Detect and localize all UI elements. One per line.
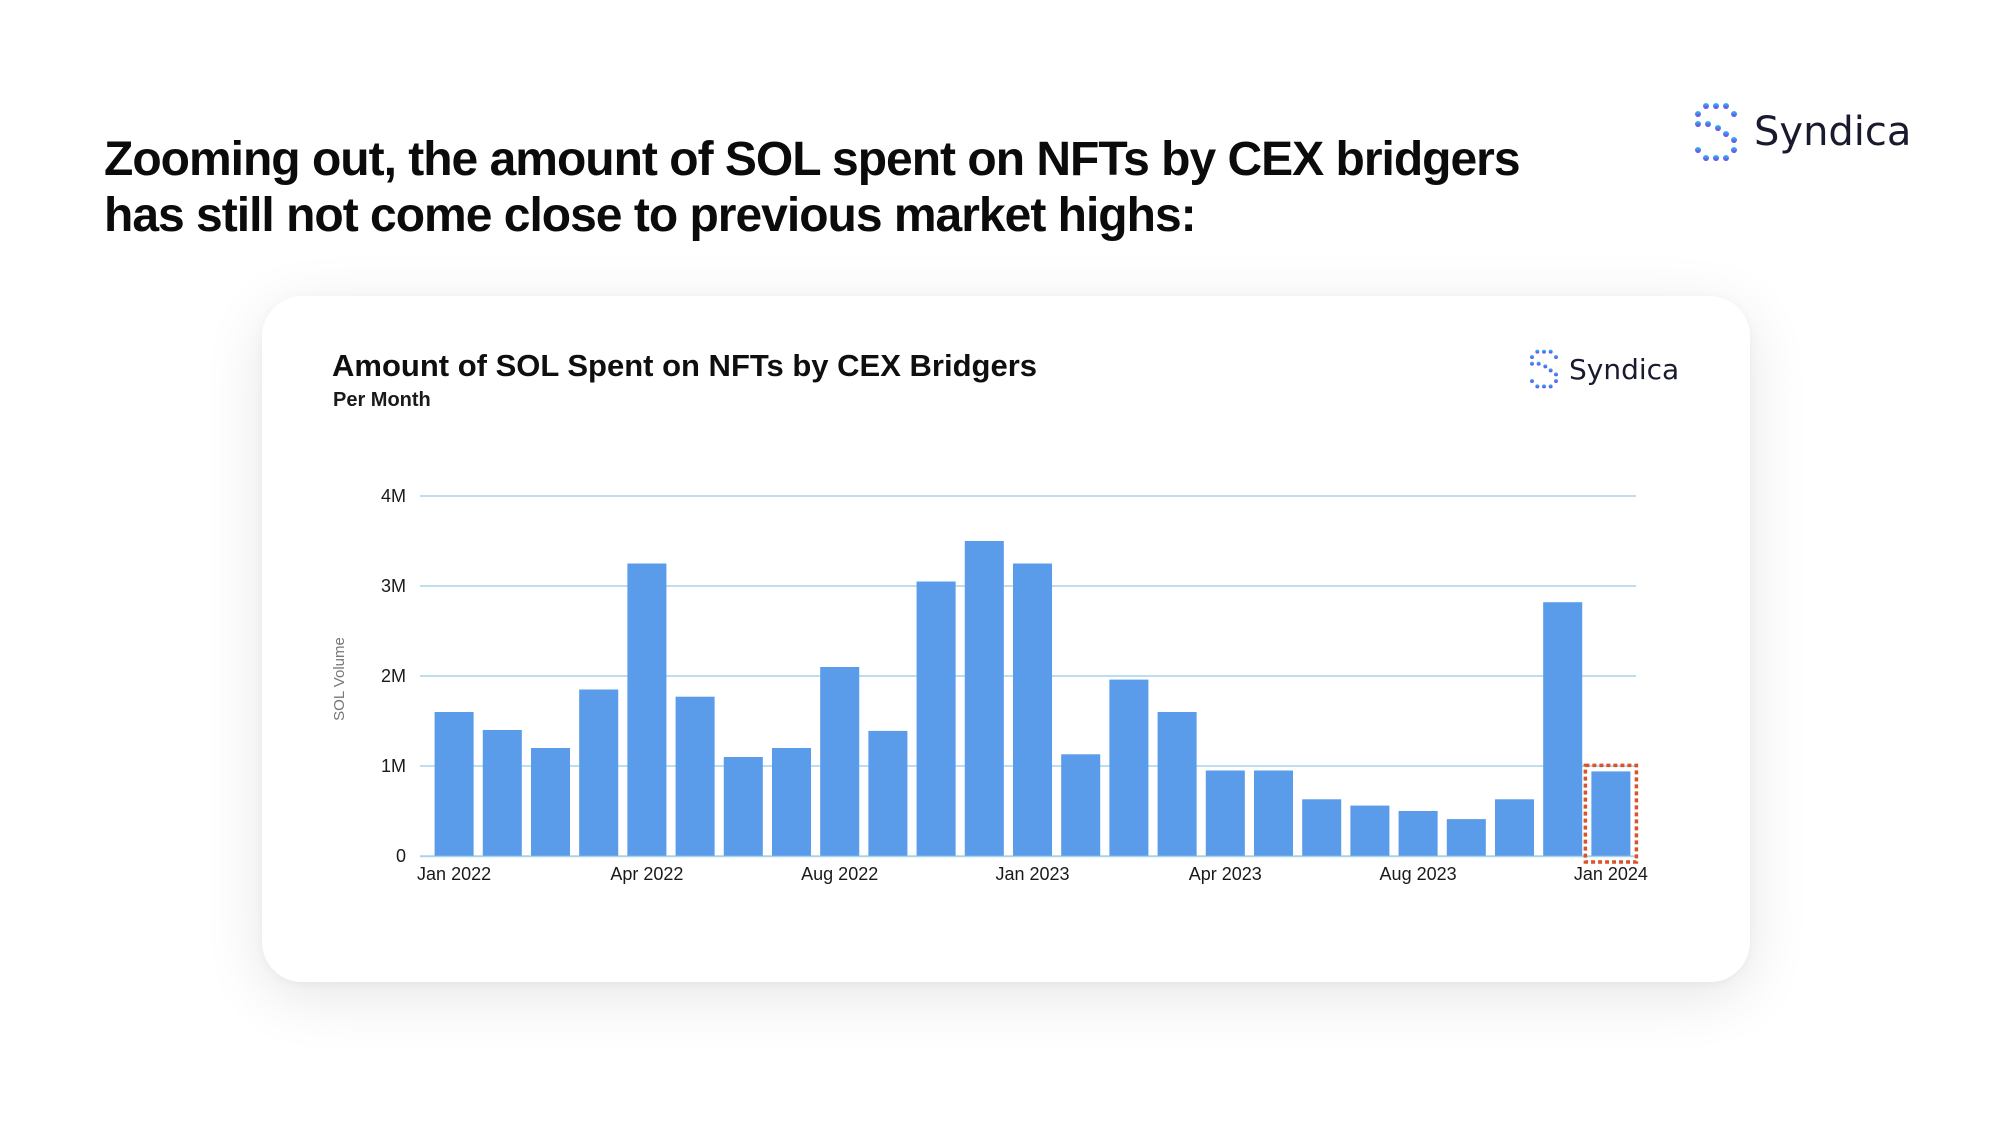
chart-title: Amount of SOL Spent on NFTs by CEX Bridg… [332, 348, 1037, 383]
bar-may-2023 [1205, 770, 1245, 856]
y-tick-label: 0 [396, 846, 406, 866]
bar-chart: 0 1M 2M 3M 4M SOL Volume Jan 2022 Apr 2022 Aug 2… [331, 486, 1648, 884]
bar-jan-2022 [434, 712, 474, 856]
bar-dec-2023 [1543, 602, 1583, 856]
x-tick-label: Jan 2024 [1574, 864, 1648, 884]
y-tick-label: 1M [381, 756, 406, 776]
bar-jun-2023 [1253, 770, 1294, 856]
bar-mar-2023 [1109, 679, 1149, 856]
headline-line-1: Zooming out, the amount of SOL spent on … [104, 133, 1521, 186]
bar-apr-2023 [1157, 712, 1197, 856]
brand-name: Syndica [1754, 109, 1912, 155]
bar-nov-2022 [916, 581, 956, 856]
bar-apr-2022 [579, 689, 619, 856]
headline: Zooming out, the amount of SOL spent on … [104, 132, 1554, 244]
bar-oct-2022 [868, 730, 908, 856]
bar-jan-2024 [1591, 771, 1631, 856]
brand-logo: Syndica [1692, 102, 1911, 162]
x-tick-label: Apr 2023 [1189, 864, 1262, 884]
y-axis-label: SOL Volume [331, 637, 348, 721]
x-tick-label: Jan 2022 [417, 864, 491, 884]
bar-sep-2023 [1398, 811, 1438, 856]
x-tick-label: Jan 2023 [995, 864, 1069, 884]
chart-subtitle: Per Month [333, 389, 431, 411]
bar-jan-2023 [1012, 563, 1053, 856]
chart-brand-name: Syndica [1569, 352, 1680, 386]
x-tick-label: Aug 2023 [1380, 864, 1457, 884]
chart-card: Amount of SOL Spent on NFTs by CEX Bridg… [262, 296, 1750, 982]
bar-sep-2022 [820, 667, 860, 856]
headline-line-2: has still not come close to previous mar… [104, 189, 1197, 242]
chart-brand-logo: Syndica [1528, 349, 1679, 389]
bar-feb-2023 [1061, 754, 1101, 856]
syndica-logo-icon [1695, 103, 1737, 161]
syndica-logo-icon [1530, 349, 1558, 389]
bar-aug-2023 [1350, 805, 1390, 856]
y-tick-label: 2M [381, 666, 406, 686]
y-tick-label: 3M [381, 576, 406, 596]
bar-jun-2022 [675, 696, 715, 856]
bar-dec-2022 [964, 541, 1004, 856]
bar-mar-2022 [530, 748, 571, 856]
highlight-box [1583, 763, 1639, 864]
x-tick-label: Aug 2022 [801, 864, 878, 884]
bar-nov-2023 [1494, 799, 1535, 856]
y-tick-label: 4M [381, 486, 406, 506]
bar-oct-2023 [1446, 819, 1486, 856]
bar-aug-2022 [771, 748, 812, 856]
bar-may-2022 [627, 563, 667, 856]
bar-feb-2022 [482, 730, 522, 856]
bar-jul-2023 [1302, 799, 1342, 856]
bar-jul-2022 [723, 757, 763, 856]
x-tick-label: Apr 2022 [610, 864, 683, 884]
